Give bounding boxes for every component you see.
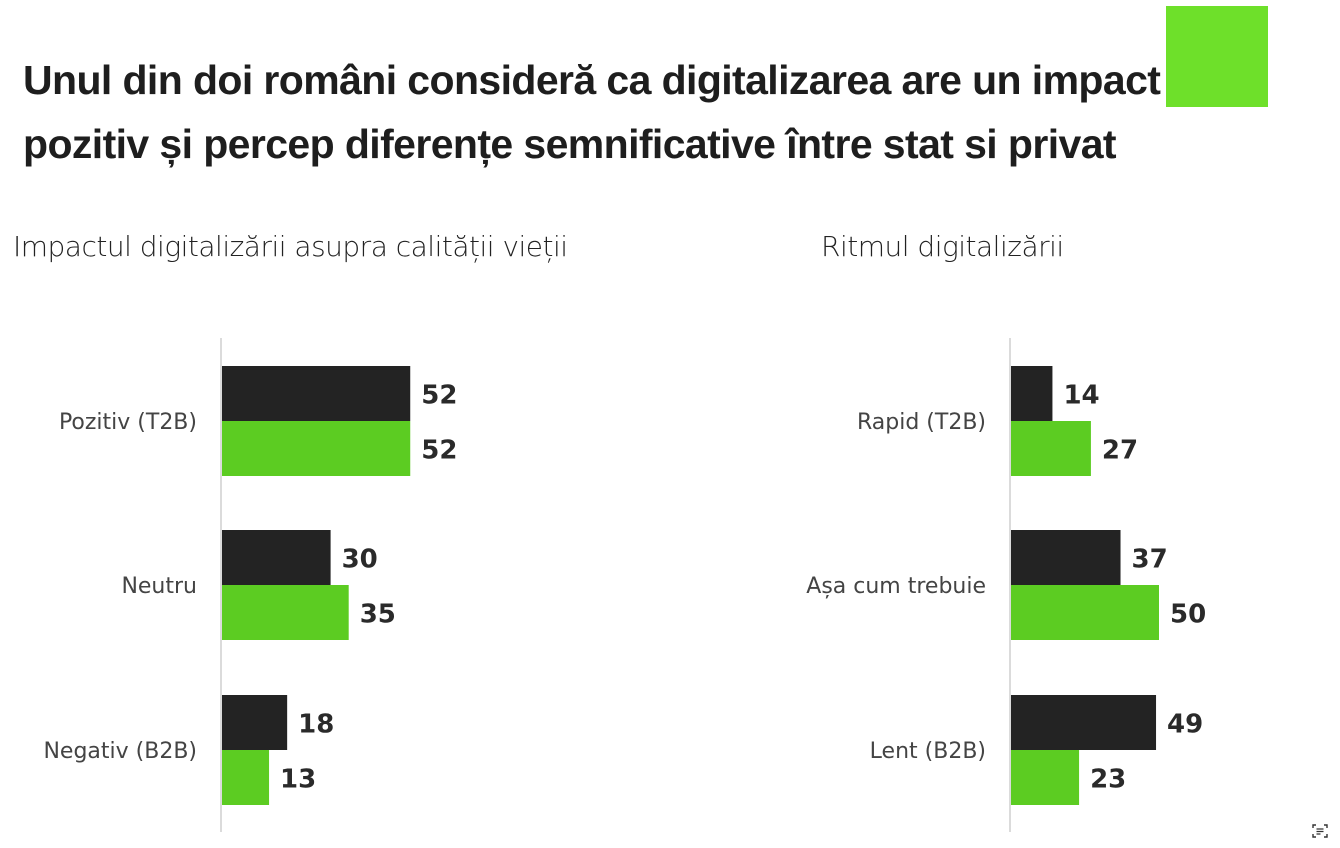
title-line-2: pozitiv și percep diferențe semnificativ… bbox=[23, 121, 1117, 167]
bar-dark bbox=[1011, 530, 1121, 585]
bar-dark bbox=[1011, 366, 1053, 421]
chart-1-title: Impactul digitalizării asupra calității … bbox=[13, 230, 568, 263]
bar-green bbox=[222, 421, 411, 476]
bar-dark bbox=[222, 530, 331, 585]
value-label: 13 bbox=[280, 765, 316, 795]
page-title: Unul din doi români consideră ca digital… bbox=[23, 48, 1323, 176]
value-label: 14 bbox=[1063, 381, 1099, 411]
bar-green bbox=[222, 750, 270, 805]
category-label: Așa cum trebuie bbox=[806, 574, 986, 599]
value-label: 49 bbox=[1167, 710, 1203, 740]
category-label: Rapid (T2B) bbox=[857, 410, 986, 435]
bar-green bbox=[222, 585, 349, 640]
value-label: 35 bbox=[360, 600, 396, 630]
category-label: Negativ (B2B) bbox=[43, 739, 197, 764]
chart-1: Pozitiv (T2B) 52 52 Neutru 30 35 Negativ (B2B)… bbox=[43, 338, 457, 832]
value-label: 30 bbox=[342, 545, 378, 575]
title-line-1: Unul din doi români consideră ca digital… bbox=[23, 57, 1161, 103]
bar-dark bbox=[222, 695, 288, 750]
value-label: 23 bbox=[1090, 765, 1126, 795]
value-label: 18 bbox=[298, 710, 334, 740]
scan-text-button[interactable] bbox=[1306, 818, 1334, 844]
scan-text-icon bbox=[1312, 824, 1328, 838]
bar-dark bbox=[1011, 695, 1157, 750]
bar-green bbox=[1011, 585, 1159, 640]
bar-green bbox=[1011, 750, 1080, 805]
accent-square bbox=[1166, 6, 1268, 107]
category-label: Neutru bbox=[121, 574, 197, 599]
bar-green bbox=[1011, 421, 1091, 476]
value-label: 50 bbox=[1170, 600, 1206, 630]
value-label: 27 bbox=[1102, 436, 1138, 466]
category-label: Pozitiv (T2B) bbox=[59, 410, 197, 435]
value-label: 52 bbox=[421, 436, 457, 466]
bar-dark bbox=[222, 366, 411, 421]
chart-2-title: Ritmul digitalizării bbox=[821, 230, 1064, 263]
value-label: 52 bbox=[421, 381, 457, 411]
value-label: 37 bbox=[1132, 545, 1168, 575]
category-label: Lent (B2B) bbox=[870, 739, 986, 764]
